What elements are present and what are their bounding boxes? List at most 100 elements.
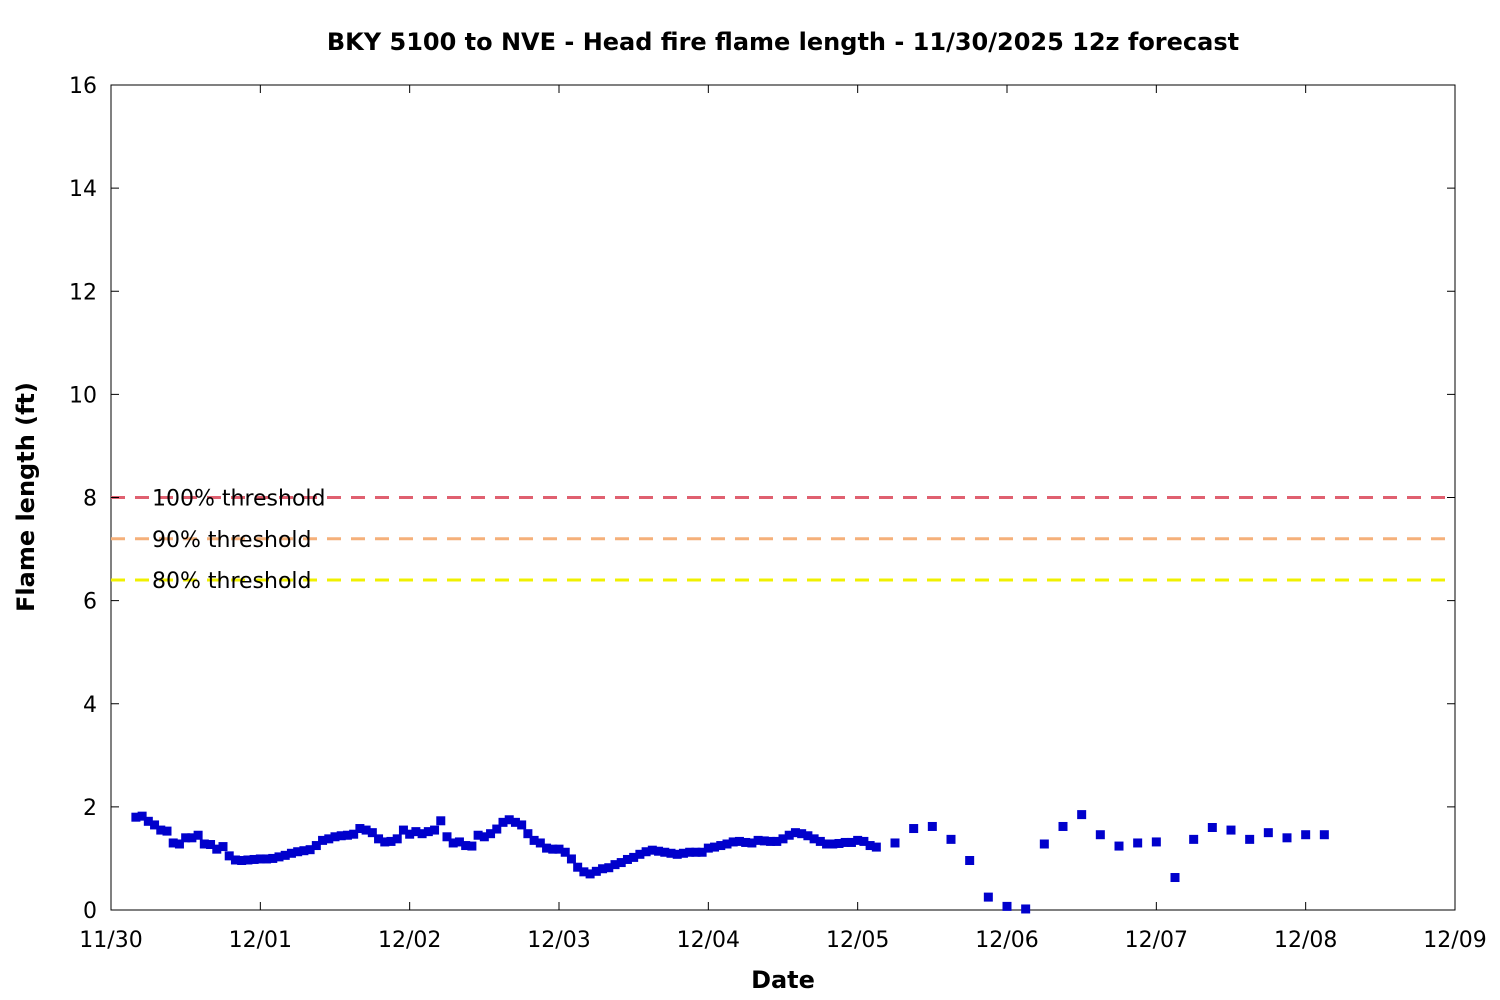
- data-point: [181, 833, 191, 843]
- data-point: [666, 848, 676, 858]
- data-point: [1319, 830, 1329, 840]
- data-point: [517, 820, 527, 830]
- x-tick-label: 12/05: [826, 928, 889, 953]
- data-point: [983, 892, 993, 902]
- data-point: [268, 853, 278, 863]
- data-point: [286, 848, 296, 858]
- data-point: [871, 842, 881, 852]
- data-point: [193, 830, 203, 840]
- data-point: [380, 837, 390, 847]
- axis-ticks: 11/30 12/01 12/02 12/03 12/04 12/05 12/06 12/07…: [69, 74, 1487, 953]
- data-point: [641, 847, 651, 857]
- y-tick-label: 8: [83, 487, 97, 512]
- data-point: [479, 832, 489, 842]
- data-point: [293, 847, 303, 857]
- data-point: [199, 839, 209, 849]
- data-point: [249, 854, 259, 864]
- threshold-label: 80% threshold: [152, 569, 312, 594]
- data-point: [797, 829, 807, 839]
- x-axis-label: Date: [751, 966, 815, 994]
- y-tick-label: 12: [69, 280, 97, 305]
- data-point: [660, 847, 670, 857]
- data-point: [262, 854, 272, 864]
- chart-title: BKY 5100 to NVE - Head fire flame length…: [327, 28, 1239, 56]
- data-point: [741, 837, 751, 847]
- data-point: [927, 821, 937, 831]
- data-point: [150, 820, 160, 830]
- y-tick-label: 2: [83, 796, 97, 821]
- data-point: [1189, 834, 1199, 844]
- data-point: [1039, 839, 1049, 849]
- threshold-label: 100% threshold: [152, 487, 326, 512]
- data-point: [168, 838, 178, 848]
- y-tick-label: 6: [83, 590, 97, 615]
- x-tick-label: 12/08: [1274, 928, 1337, 953]
- data-point: [355, 824, 365, 834]
- x-tick-label: 12/09: [1423, 928, 1486, 953]
- data-point: [598, 864, 608, 874]
- data-point: [909, 824, 919, 834]
- data-point: [467, 841, 477, 851]
- x-tick-label: 12/06: [975, 928, 1038, 953]
- data-point: [523, 829, 533, 839]
- data-point: [448, 838, 458, 848]
- data-point: [386, 836, 396, 846]
- data-point: [299, 846, 309, 856]
- data-point: [423, 827, 433, 837]
- data-point: [237, 856, 247, 865]
- data-point: [604, 863, 614, 873]
- data-point: [361, 825, 371, 835]
- data-point: [1263, 828, 1273, 838]
- data-point: [710, 842, 720, 852]
- data-point: [498, 817, 508, 827]
- data-point: [803, 831, 813, 841]
- data-point: [473, 830, 483, 840]
- data-point: [722, 839, 732, 849]
- data-point: [965, 856, 975, 865]
- x-tick-label: 12/07: [1125, 928, 1188, 953]
- data-points: [131, 810, 1329, 914]
- data-point: [454, 837, 464, 847]
- data-point: [218, 842, 228, 852]
- data-point: [318, 835, 328, 845]
- data-point: [349, 829, 359, 839]
- data-point: [162, 826, 172, 836]
- data-point: [846, 837, 856, 847]
- data-point: [678, 848, 688, 858]
- threshold-lines: 100% threshold 90% threshold 80% threshold: [111, 487, 1455, 594]
- data-point: [230, 855, 240, 865]
- data-point: [510, 817, 520, 827]
- data-point: [747, 838, 757, 848]
- data-point: [143, 816, 153, 826]
- data-point: [442, 832, 452, 842]
- data-point: [504, 815, 514, 825]
- data-point: [305, 845, 315, 855]
- data-point: [822, 839, 832, 849]
- data-point: [685, 847, 695, 857]
- data-point: [759, 836, 769, 846]
- data-point: [1021, 904, 1031, 914]
- data-point: [324, 834, 334, 844]
- data-point: [591, 866, 601, 876]
- x-tick-label: 11/30: [79, 928, 142, 953]
- data-point: [535, 838, 545, 848]
- x-tick-label: 12/01: [229, 928, 292, 953]
- data-point: [728, 837, 738, 847]
- data-point: [753, 835, 763, 845]
- data-point: [946, 834, 956, 844]
- data-point: [1077, 810, 1087, 820]
- data-point: [834, 838, 844, 848]
- data-point: [573, 862, 583, 872]
- data-point: [1002, 901, 1012, 911]
- data-point: [691, 847, 701, 857]
- y-tick-label: 0: [83, 899, 97, 924]
- data-point: [672, 849, 682, 859]
- data-point: [187, 833, 197, 843]
- data-point: [311, 841, 321, 851]
- data-point: [890, 838, 900, 848]
- data-point: [374, 834, 384, 844]
- data-point: [336, 831, 346, 841]
- data-point: [492, 824, 502, 834]
- data-point: [629, 852, 639, 862]
